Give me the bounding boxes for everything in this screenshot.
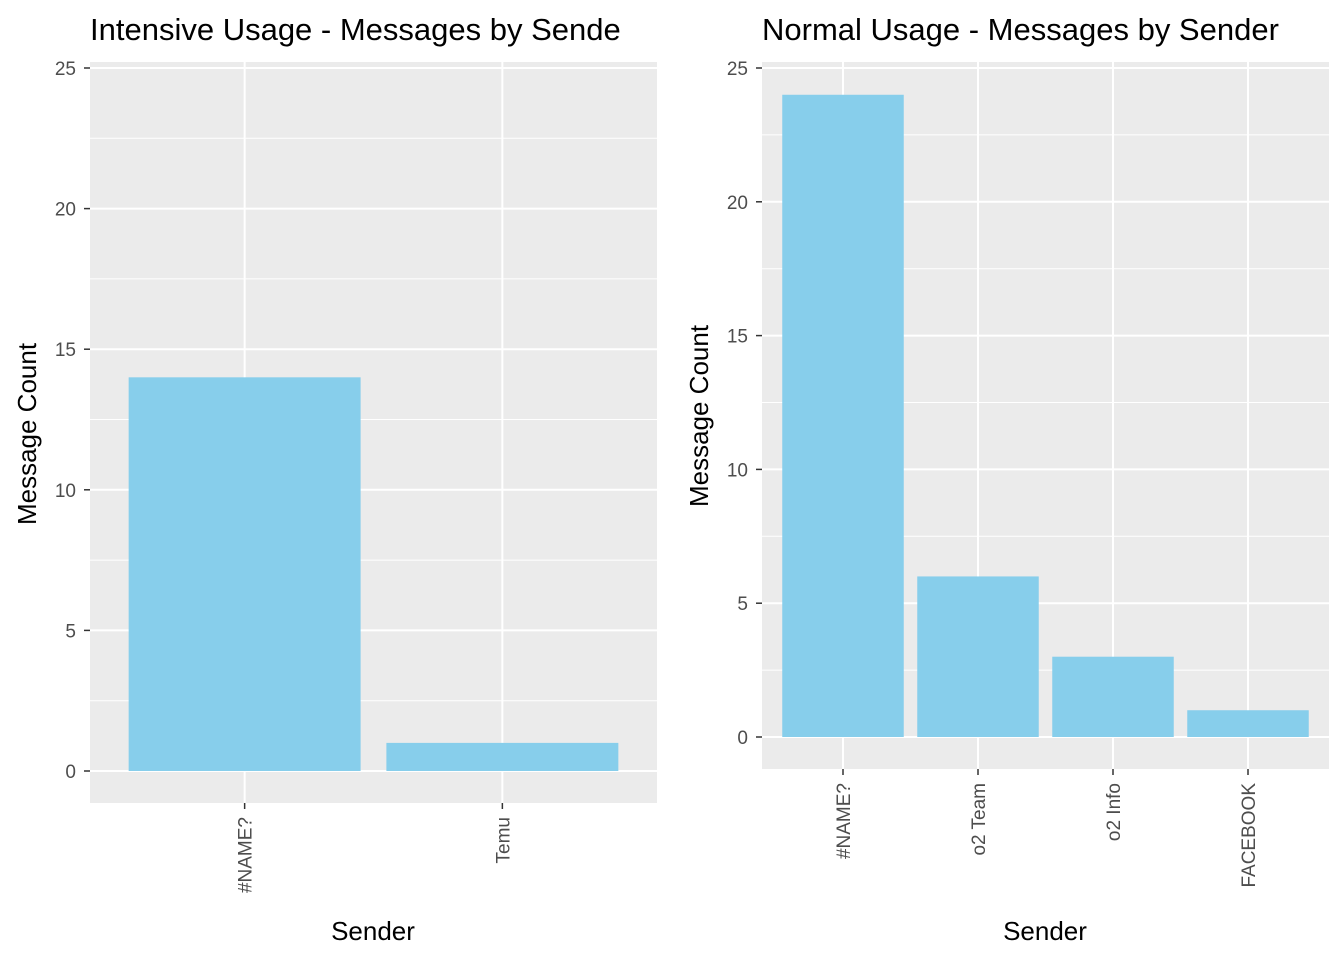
x-tick-label: #NAME?: [236, 817, 257, 893]
y-tick-label: 5: [737, 594, 748, 615]
chart-title: Normal Usage - Messages by Sender: [762, 12, 1279, 47]
chart-title: Intensive Usage - Messages by Sende: [90, 12, 621, 47]
x-tick-label: o2 Team: [969, 783, 990, 856]
bar: [917, 576, 1039, 737]
x-tick-label: #NAME?: [834, 783, 855, 859]
x-axis-title: Sender: [331, 916, 415, 946]
chart-normal: Normal Usage - Messages by Sender 0 5 10 15…: [684, 12, 1329, 946]
y-axis: 0 5 10 15 20 25: [727, 59, 762, 749]
y-tick-label: 25: [55, 59, 76, 80]
y-tick-label: 10: [727, 460, 748, 481]
bar: [1187, 710, 1309, 737]
x-axis: #NAME? o2 Team o2 Info FACEBOOK: [834, 769, 1260, 888]
y-axis-title: Message Count: [684, 324, 714, 507]
y-tick-label: 0: [737, 728, 748, 749]
y-tick-label: 15: [55, 340, 76, 361]
bar: [1052, 656, 1174, 737]
x-axis: #NAME? Temu: [236, 803, 514, 893]
bar: [782, 94, 904, 737]
x-tick-label: FACEBOOK: [1239, 783, 1260, 888]
y-tick-label: 10: [55, 481, 76, 502]
y-tick-label: 25: [727, 59, 748, 80]
bars: [128, 377, 619, 771]
x-tick-label: o2 Info: [1104, 783, 1125, 841]
x-axis-title: Sender: [1003, 916, 1087, 946]
chart-intensive: Intensive Usage - Messages by Sende 0 5 10…: [12, 12, 657, 946]
y-tick-label: 15: [727, 327, 748, 348]
y-tick-label: 20: [55, 200, 76, 221]
y-tick-label: 20: [727, 193, 748, 214]
y-tick-label: 5: [65, 621, 76, 642]
bar: [386, 742, 619, 771]
y-axis: 0 5 10 15 20 25: [55, 59, 90, 783]
bars: [782, 94, 1309, 737]
y-tick-label: 0: [65, 762, 76, 783]
bar: [128, 377, 361, 771]
x-tick-label: Temu: [493, 817, 514, 863]
y-axis-title: Message Count: [12, 342, 42, 525]
